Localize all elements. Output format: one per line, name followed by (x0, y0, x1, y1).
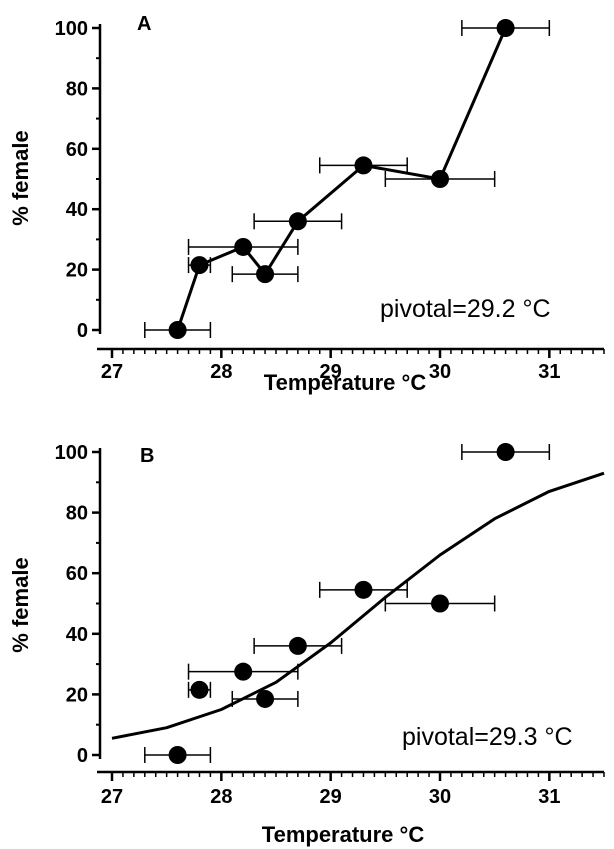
data-point (288, 212, 307, 231)
y-tick-label: 60 (66, 139, 88, 161)
data-point (234, 237, 253, 256)
y-tick-label: 40 (66, 199, 88, 221)
pivotal-annotation-a: pivotal=29.2 °C (380, 295, 551, 323)
panel-label-a: A (137, 13, 151, 35)
x-tick-label: 28 (210, 361, 232, 383)
y-tick-label: 40 (66, 624, 88, 646)
data-point (168, 321, 187, 339)
fit-curve (111, 471, 605, 740)
x-tick-label: 30 (429, 361, 451, 383)
x-tick-label: 29 (320, 786, 342, 808)
data-point (496, 19, 515, 37)
x-tick-label: 27 (101, 361, 123, 383)
data-point (431, 594, 449, 613)
x-tick-label: 28 (210, 786, 232, 808)
data-point (496, 443, 515, 461)
x-tick-label: 27 (101, 786, 123, 808)
pivotal-annotation-b: pivotal=29.3 °C (402, 723, 573, 751)
y-tick-label: 80 (66, 503, 88, 525)
x-tick-label: 29 (320, 361, 342, 383)
chart-panel-b: B pivotal=29.3 °C Temperature °C % femal… (8, 442, 605, 847)
chart-panel-a: A pivotal=29.2 °C Temperature °C % femal… (8, 13, 605, 395)
x-tick-label: 31 (538, 361, 560, 383)
data-point (234, 662, 253, 681)
data-point (190, 680, 209, 699)
data-point (431, 170, 449, 188)
x-tick-label: 31 (538, 786, 560, 808)
data-point (256, 265, 275, 284)
y-tick-label: 20 (66, 684, 88, 706)
x-axis-title-a: Temperature °C (264, 370, 427, 395)
y-tick-label: 100 (55, 442, 88, 464)
y-axis-title-a: % female (8, 130, 33, 225)
y-tick-label: 60 (66, 563, 88, 585)
data-point (168, 746, 187, 764)
y-tick-label: 0 (77, 320, 88, 342)
data-point (354, 156, 373, 175)
y-tick-label: 100 (55, 18, 88, 40)
y-tick-label: 20 (66, 260, 88, 282)
data-point (190, 256, 209, 275)
x-axis-title-b: Temperature °C (262, 822, 425, 847)
data-point (288, 636, 307, 655)
data-point (256, 689, 275, 708)
y-tick-label: 80 (66, 78, 88, 100)
y-tick-label: 0 (77, 745, 88, 767)
data-point (354, 580, 373, 599)
panel-label-b: B (140, 445, 154, 467)
y-axis-title-b: % female (8, 557, 33, 652)
x-tick-label: 30 (429, 786, 451, 808)
